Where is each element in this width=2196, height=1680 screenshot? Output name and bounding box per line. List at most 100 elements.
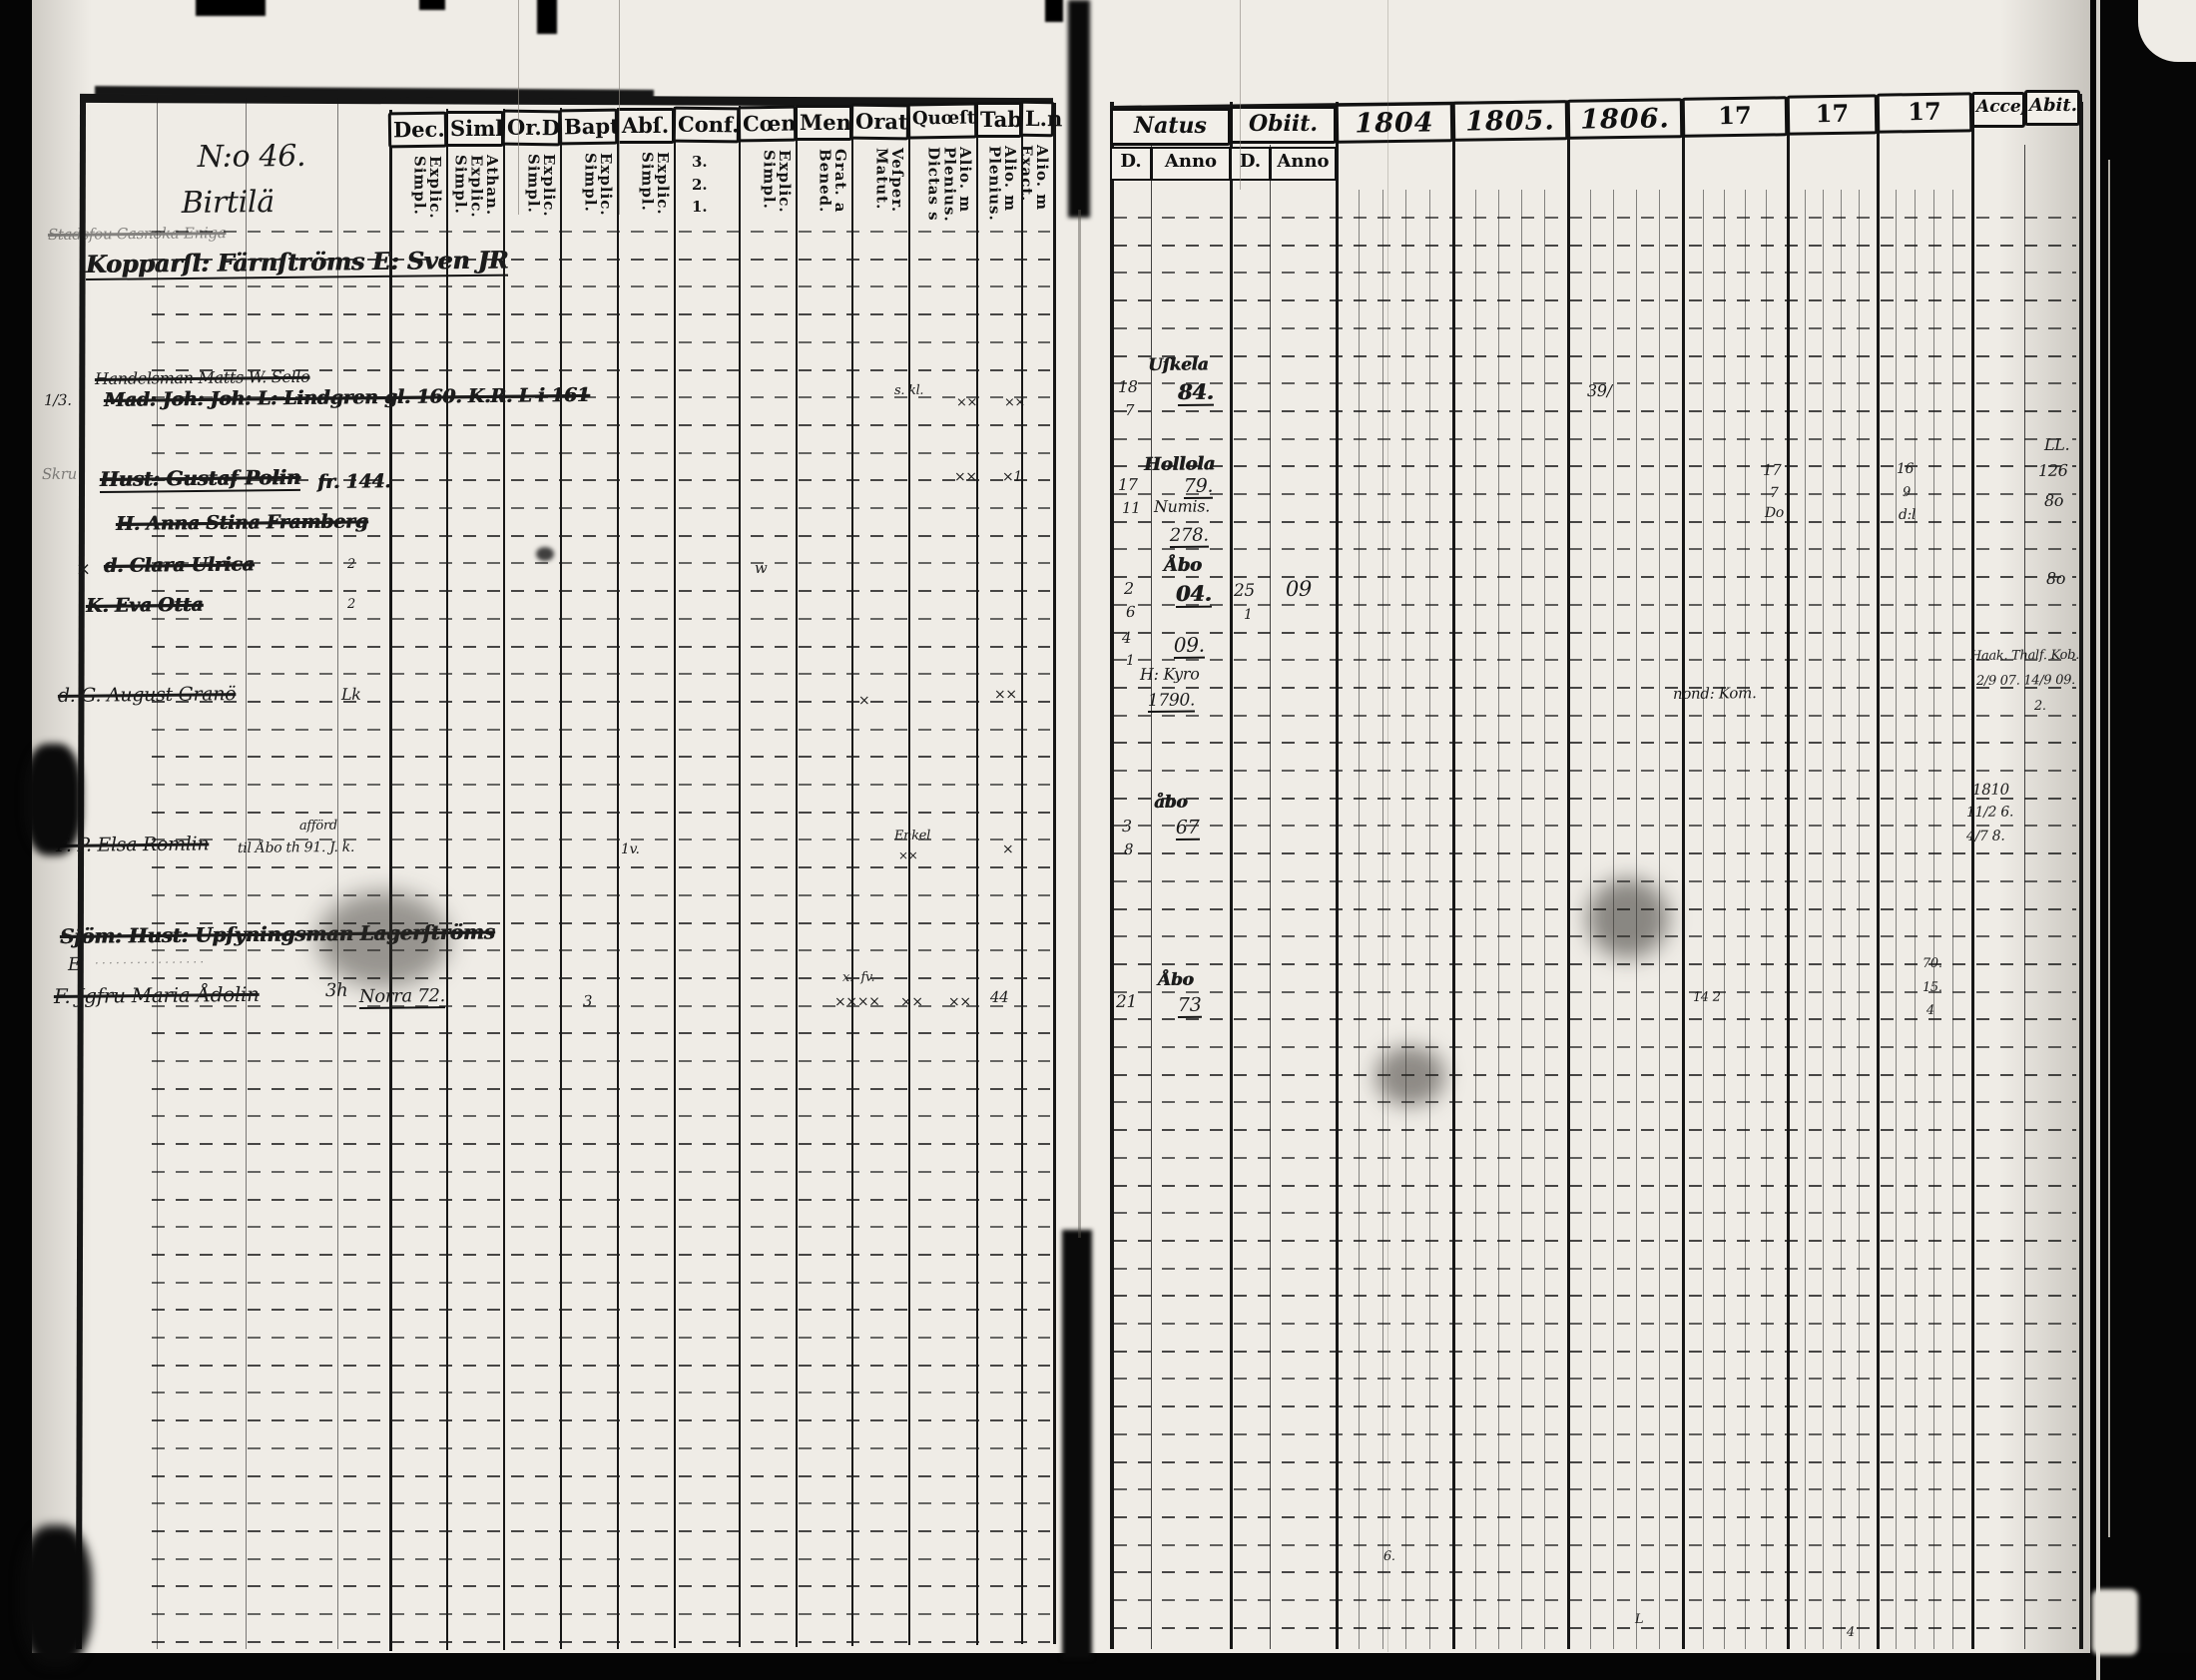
handwritten-entry: d:l <box>1898 506 1917 523</box>
scan-edge-bottom <box>0 1653 2196 1680</box>
row-line <box>1114 1378 2076 1381</box>
row-line <box>152 1170 1050 1173</box>
date-rule <box>1915 190 1916 1649</box>
row-line <box>152 700 1050 703</box>
row-line <box>1114 879 2076 882</box>
column-subheader: Alio. m Plenius. <box>985 146 1019 222</box>
column-divider <box>1053 102 1056 1644</box>
row-line <box>1114 1571 2076 1574</box>
row-line <box>152 1557 1050 1560</box>
handwritten-entry: 6 <box>1125 602 1136 621</box>
row-line <box>152 1529 1050 1532</box>
sub-column-divider <box>2024 145 2025 1649</box>
handwritten-entry: Åbo <box>1157 969 1194 990</box>
handwritten-entry: Handelsman Matts W. Sello <box>94 366 310 388</box>
row-line <box>1114 1515 2076 1518</box>
scratch-line <box>1387 0 1388 1652</box>
row-line <box>152 645 1050 648</box>
column-subheader: Explic. Simpl. <box>410 156 444 220</box>
handwritten-entry: 278. <box>1169 524 1209 548</box>
row-line <box>152 1004 1050 1007</box>
column-subheader: 3. 2. 1. <box>692 153 708 216</box>
row-line <box>152 1392 1050 1395</box>
handwritten-entry: 3 <box>1121 816 1132 836</box>
handwritten-entry: 3h <box>324 979 348 1001</box>
handwritten-entry: 2/9 07. 14/9 09. <box>1975 672 2076 689</box>
column-subheader: Explic. Simpl. <box>760 150 794 214</box>
row-line <box>1114 1626 2076 1629</box>
row-line <box>1114 437 2076 440</box>
column-header: Simb. <box>445 111 517 147</box>
day-anno-subheader: Anno <box>1270 147 1337 181</box>
row-line <box>152 1474 1050 1477</box>
row-line <box>1114 742 2076 745</box>
column-divider <box>1110 102 1114 1649</box>
gutter-shadow-top <box>1068 0 1090 218</box>
row-line <box>1114 548 2076 551</box>
handwritten-entry: s. kl. <box>893 382 924 398</box>
handwritten-entry: 21 <box>1115 991 1138 1012</box>
handwritten-entry: 6. <box>1382 1548 1395 1564</box>
date-rule <box>1544 190 1545 1649</box>
gutter-line <box>1078 210 1081 1238</box>
column-divider <box>560 108 562 1650</box>
handwritten-entry: Hust: Gustaf Polin <box>99 464 301 493</box>
date-rule <box>1952 190 1953 1649</box>
gutter-shadow-bottom <box>1062 1230 1092 1659</box>
row-line <box>1114 354 2076 357</box>
row-line <box>152 396 1050 399</box>
row-line <box>1114 1184 2076 1187</box>
handwritten-entry: afförd <box>298 818 337 834</box>
date-rule <box>1745 190 1746 1649</box>
column-header: Conf. <box>672 106 741 144</box>
handwritten-entry: 7 <box>1124 400 1135 419</box>
row-line <box>1114 603 2076 606</box>
year-header: 1805. <box>1451 100 1569 142</box>
column-header: Dec. <box>387 111 448 149</box>
row-line <box>152 949 1050 952</box>
row-line <box>152 258 1050 261</box>
handwritten-entry: 84. <box>1177 378 1214 406</box>
date-rule <box>1703 190 1704 1649</box>
page-number: N:o 46. <box>197 138 306 175</box>
row-line <box>1114 1405 2076 1408</box>
handwritten-entry: x. fv. <box>841 969 875 985</box>
column-subheader: Explic. Simpl. <box>638 152 672 216</box>
handwritten-entry: 4 <box>1121 628 1132 647</box>
row-line <box>1114 770 2076 772</box>
name-column-rule <box>337 98 338 1649</box>
row-line <box>152 1502 1050 1505</box>
handwritten-entry: 11 <box>1121 498 1141 517</box>
row-line <box>152 368 1050 371</box>
row-line <box>1114 1543 2076 1546</box>
row-line <box>152 1585 1050 1588</box>
handwritten-entry: 8 <box>1123 840 1134 858</box>
row-line <box>152 562 1050 565</box>
handwritten-entry: 7 <box>1769 484 1779 501</box>
edge-mark <box>1045 0 1063 22</box>
row-line <box>1114 493 2076 495</box>
acces-header: Acceſ. <box>1971 92 2034 128</box>
handwritten-entry: ×× <box>953 468 977 485</box>
handwritten-entry: K. Eva Otta <box>85 593 204 617</box>
date-rule <box>1823 190 1824 1649</box>
abit-header: Abit. <box>2024 90 2080 126</box>
column-header: Or.D <box>501 109 562 147</box>
film-blotch <box>2092 1589 2138 1655</box>
handwritten-entry: × <box>1001 840 1014 857</box>
row-line <box>1114 1239 2076 1242</box>
row-line <box>1114 1323 2076 1325</box>
column-header: Quœſt. <box>906 102 982 140</box>
handwritten-entry: × <box>75 558 91 580</box>
row-line <box>152 313 1050 316</box>
row-line <box>152 231 1050 233</box>
handwritten-entry: fr. 144. <box>316 470 391 493</box>
row-line <box>152 479 1050 482</box>
handwritten-entry: ×× <box>897 847 918 862</box>
column-divider <box>503 108 505 1650</box>
handwritten-entry: 73 <box>1177 993 1202 1018</box>
handwritten-entry: Kopparſl: Färnſtröms E: Sven JR <box>85 245 509 280</box>
row-line <box>1114 409 2076 412</box>
row-line <box>152 1115 1050 1118</box>
